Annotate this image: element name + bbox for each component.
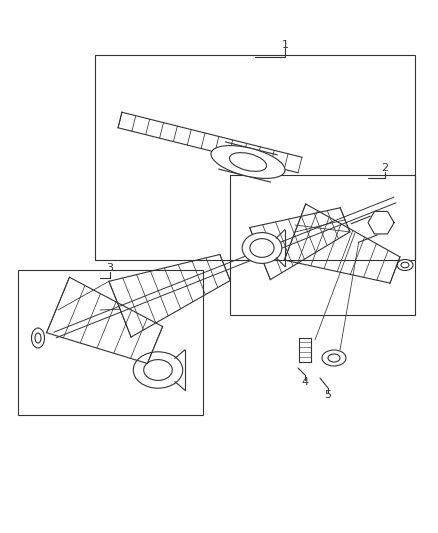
Bar	[230, 175, 415, 315]
Ellipse shape	[32, 328, 45, 348]
Bar	[95, 55, 415, 260]
Text: 2: 2	[381, 163, 389, 173]
Text: 4: 4	[301, 377, 308, 387]
Ellipse shape	[401, 262, 409, 268]
Ellipse shape	[250, 239, 274, 257]
Ellipse shape	[322, 350, 346, 366]
Ellipse shape	[242, 232, 282, 263]
Text: 1: 1	[282, 40, 289, 50]
Ellipse shape	[397, 260, 413, 271]
Text: 3: 3	[106, 263, 113, 273]
Ellipse shape	[211, 146, 285, 179]
Text: 5: 5	[325, 390, 332, 400]
Ellipse shape	[144, 360, 172, 381]
Bar	[18, 270, 203, 415]
Ellipse shape	[328, 354, 340, 362]
Ellipse shape	[133, 352, 183, 388]
Ellipse shape	[35, 333, 41, 343]
Ellipse shape	[230, 152, 267, 172]
